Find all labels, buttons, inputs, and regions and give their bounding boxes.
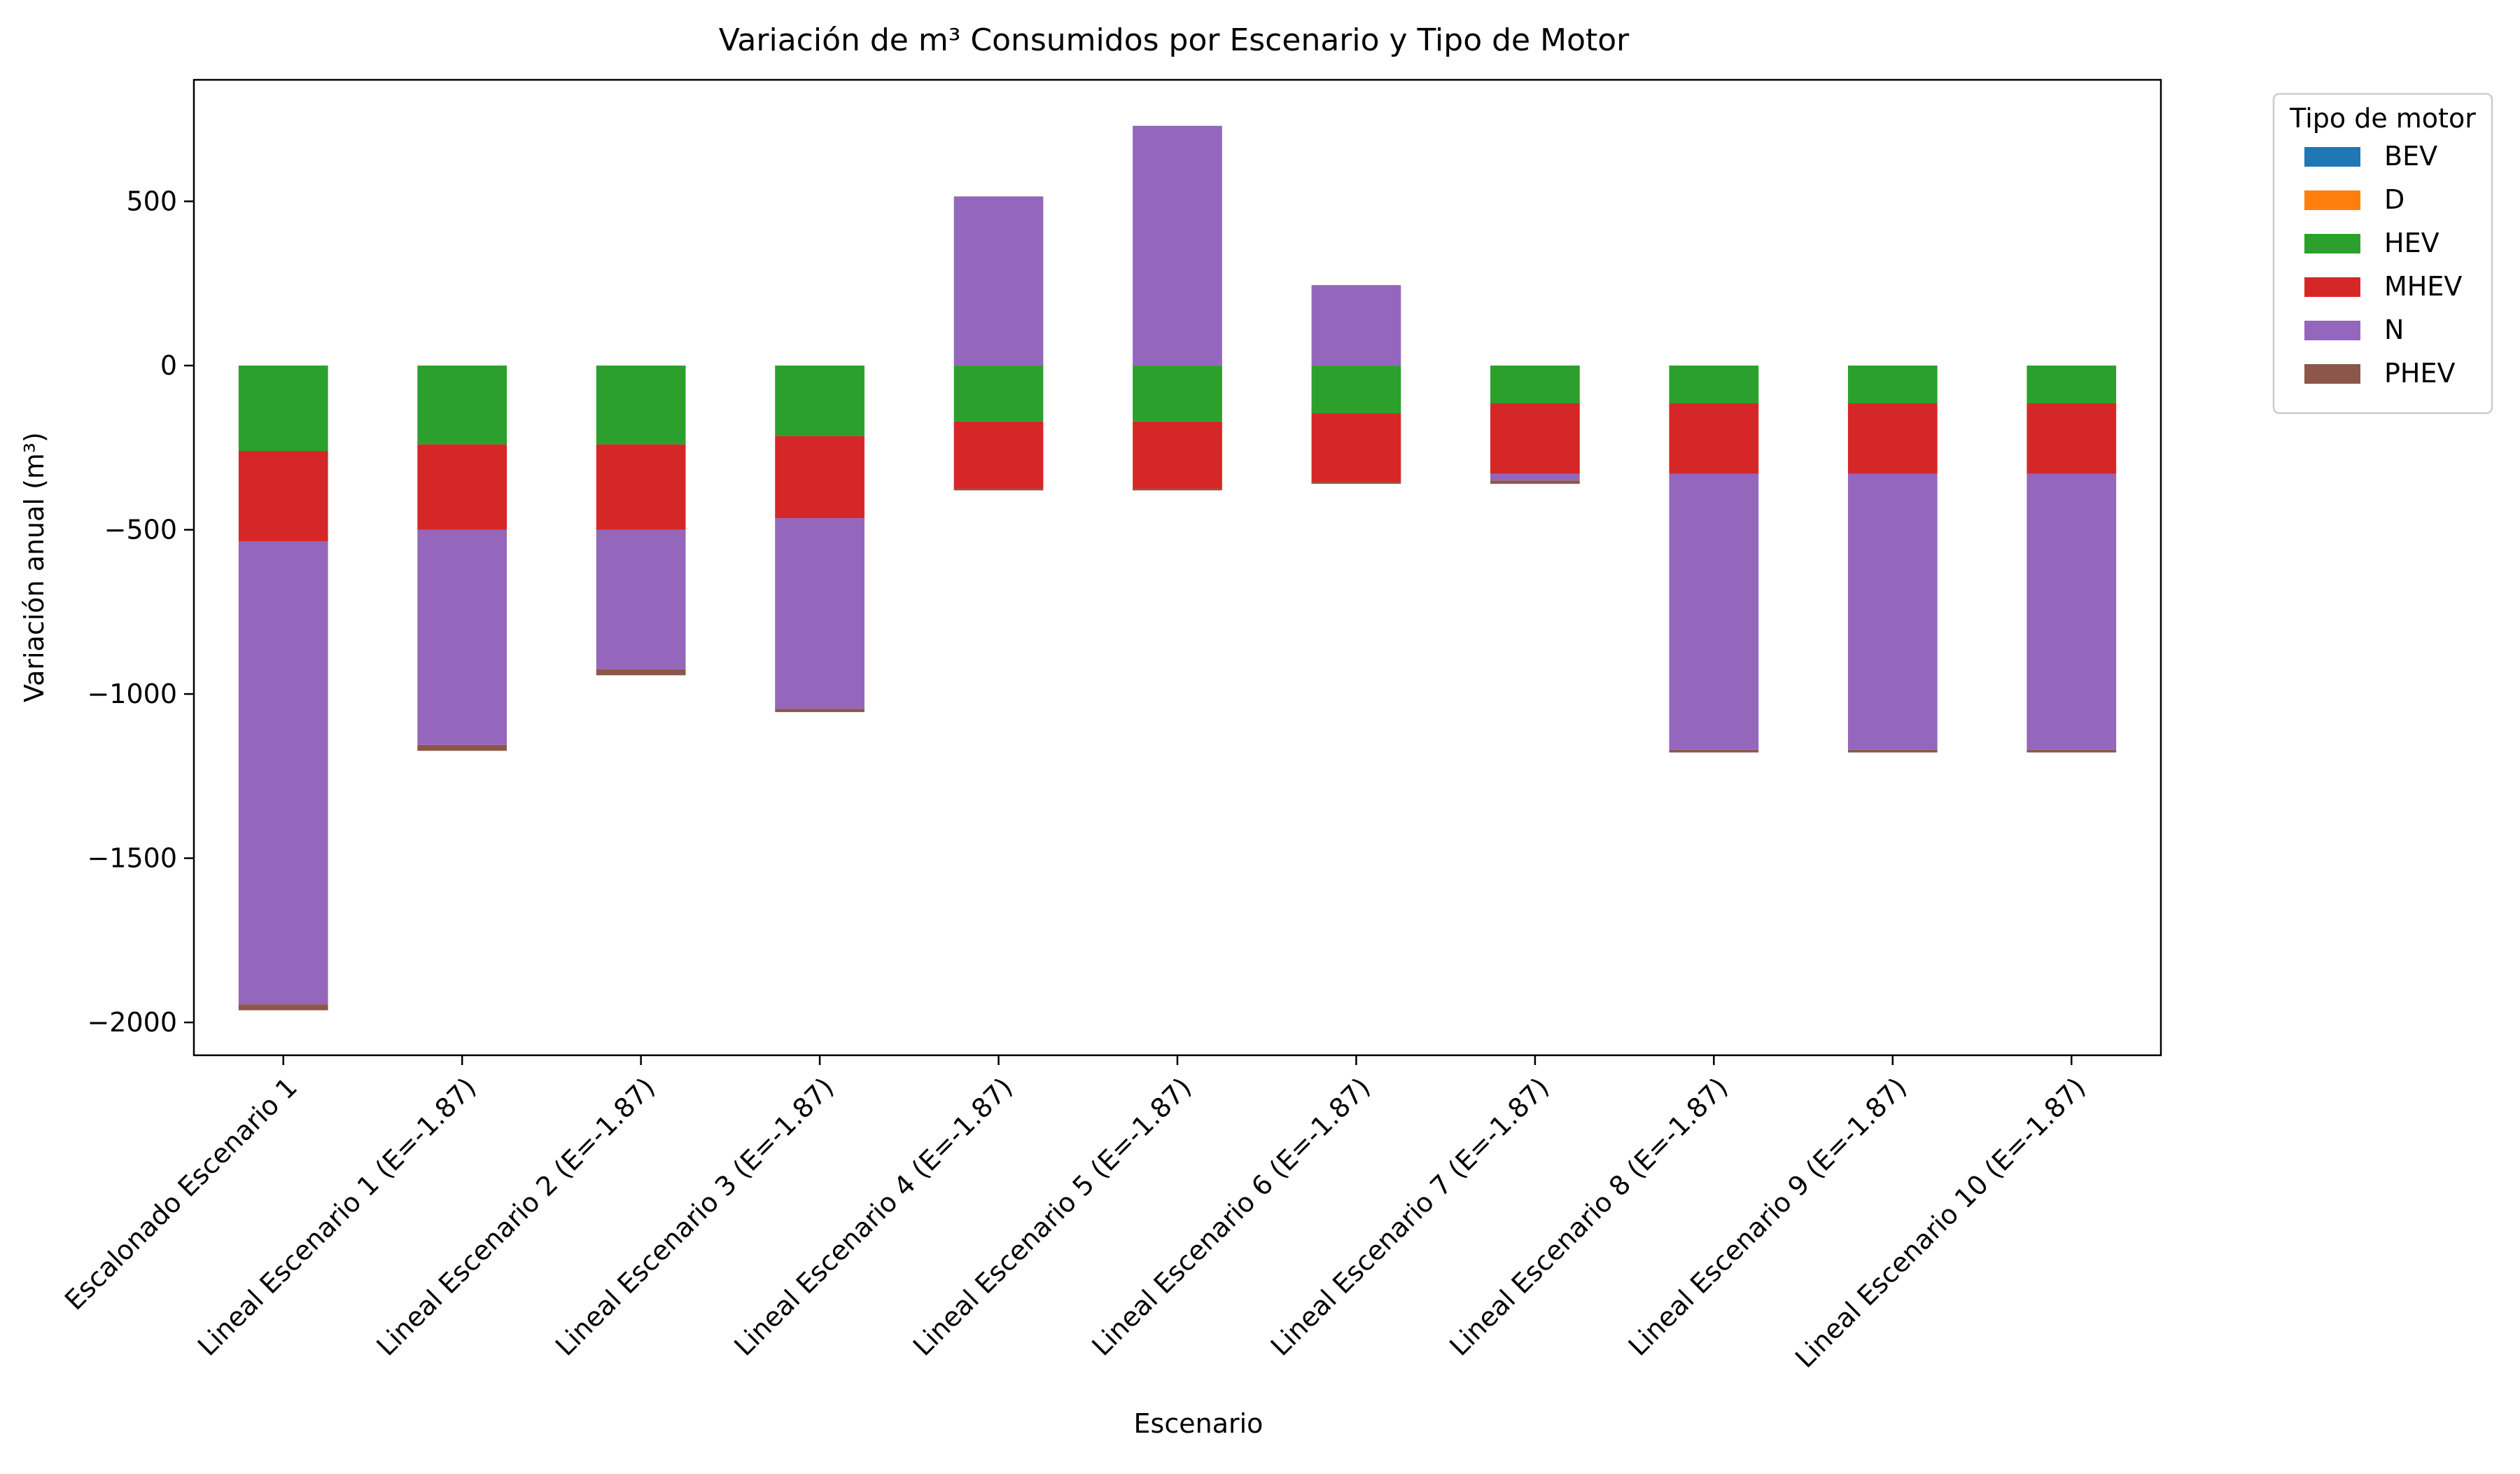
y-tick-label: −1500: [87, 843, 177, 874]
y-axis-label: Variación anual (m³): [19, 432, 50, 702]
x-tick-label: Lineal Escenario 5 (E=-1.87): [907, 1071, 1197, 1361]
bar-mhev-9: [1669, 403, 1759, 474]
bar-n-6: [1133, 125, 1222, 366]
legend-label-mhev: MHEV: [2384, 271, 2462, 302]
bar-hev-1: [238, 366, 328, 451]
bars-layer: [238, 125, 2117, 1010]
x-axis-label: Escenario: [1134, 1408, 1264, 1439]
bar-phev-4: [775, 709, 864, 712]
y-axis: 500 0 −500 −1000 −1500 −2000: [87, 186, 194, 1038]
x-tick-label: Lineal Escenario 8 (E=-1.87): [1443, 1071, 1733, 1361]
bar-hev-2: [417, 366, 507, 445]
bar-hev-9: [1669, 366, 1759, 403]
legend-swatch-phev: [2304, 364, 2360, 384]
bar-hev-3: [596, 366, 686, 445]
bar-n-5: [953, 196, 1044, 366]
x-tick-label: Lineal Escenario 7 (E=-1.87): [1265, 1071, 1555, 1361]
bar-hev-4: [775, 366, 864, 436]
bar-mhev-4: [775, 436, 864, 519]
legend-label-d: D: [2384, 184, 2404, 215]
legend-swatch-n: [2304, 321, 2360, 340]
bar-n-4: [775, 518, 864, 709]
legend-label-bev: BEV: [2384, 141, 2437, 172]
bar-mhev-8: [1490, 403, 1580, 474]
x-tick-label: Lineal Escenario 10 (E=-1.87): [1789, 1071, 2092, 1374]
bar-phev-11: [2026, 749, 2117, 753]
x-tick-label: Lineal Escenario 3 (E=-1.87): [550, 1071, 839, 1361]
y-tick-label: −2000: [87, 1007, 177, 1038]
legend-swatch-hev: [2304, 234, 2360, 253]
bar-mhev-6: [1133, 421, 1222, 489]
x-tick-label: Lineal Escenario 1 (E=-1.87): [192, 1071, 482, 1361]
bar-n-10: [1847, 473, 1938, 750]
legend-swatch-bev: [2304, 147, 2360, 167]
bar-n-9: [1669, 473, 1759, 750]
bar-phev-1: [238, 1004, 328, 1010]
legend-title: Tipo de motor: [2289, 103, 2476, 134]
legend-label-n: N: [2384, 314, 2404, 345]
bar-phev-10: [1847, 749, 1938, 753]
legend-swatch-d: [2304, 190, 2360, 210]
x-tick-label: Lineal Escenario 2 (E=-1.87): [371, 1071, 661, 1361]
legend-items: BEV D HEV MHEV N PHEV: [2304, 141, 2462, 389]
bar-n-2: [417, 529, 507, 745]
x-tick-label: Lineal Escenario 4 (E=-1.87): [728, 1071, 1018, 1361]
bar-n-1: [238, 541, 328, 1005]
bar-mhev-2: [417, 444, 507, 530]
bar-mhev-1: [238, 450, 328, 541]
y-tick-label: −500: [104, 515, 177, 545]
legend-label-hev: HEV: [2384, 228, 2440, 258]
y-tick-label: 500: [126, 186, 177, 217]
x-tick-label: Lineal Escenario 9 (E=-1.87): [1623, 1071, 1912, 1361]
bar-mhev-11: [2026, 403, 2117, 474]
legend-swatch-mhev: [2304, 277, 2360, 297]
bar-n-11: [2026, 473, 2117, 750]
bar-phev-3: [596, 669, 686, 676]
bar-mhev-5: [953, 421, 1044, 489]
bar-hev-5: [953, 366, 1044, 422]
bar-phev-5: [953, 488, 1044, 491]
bar-n-3: [596, 529, 686, 669]
chart-title: Variación de m³ Consumidos por Escenario…: [719, 22, 1630, 58]
x-tick-label: Lineal Escenario 6 (E=-1.87): [1086, 1071, 1376, 1361]
legend-label-phev: PHEV: [2384, 358, 2456, 389]
bar-phev-2: [417, 744, 507, 751]
legend: Tipo de motor BEV D HEV MHEV N PHEV: [2272, 92, 2493, 415]
bar-phev-6: [1133, 488, 1222, 491]
bar-hev-6: [1133, 366, 1222, 422]
bar-phev-8: [1490, 480, 1580, 484]
bar-phev-9: [1669, 749, 1759, 753]
bar-hev-11: [2026, 366, 2117, 403]
bar-n-7: [1311, 285, 1401, 366]
y-tick-label: −1000: [87, 679, 177, 709]
bar-hev-7: [1311, 366, 1401, 414]
bar-mhev-10: [1847, 403, 1938, 474]
bar-n-8: [1490, 473, 1580, 481]
bar-mhev-3: [596, 444, 686, 530]
bar-phev-7: [1311, 482, 1401, 484]
bar-mhev-7: [1311, 413, 1401, 482]
bar-hev-8: [1490, 366, 1580, 403]
bar-hev-10: [1847, 366, 1938, 403]
y-tick-label: 0: [160, 350, 177, 381]
